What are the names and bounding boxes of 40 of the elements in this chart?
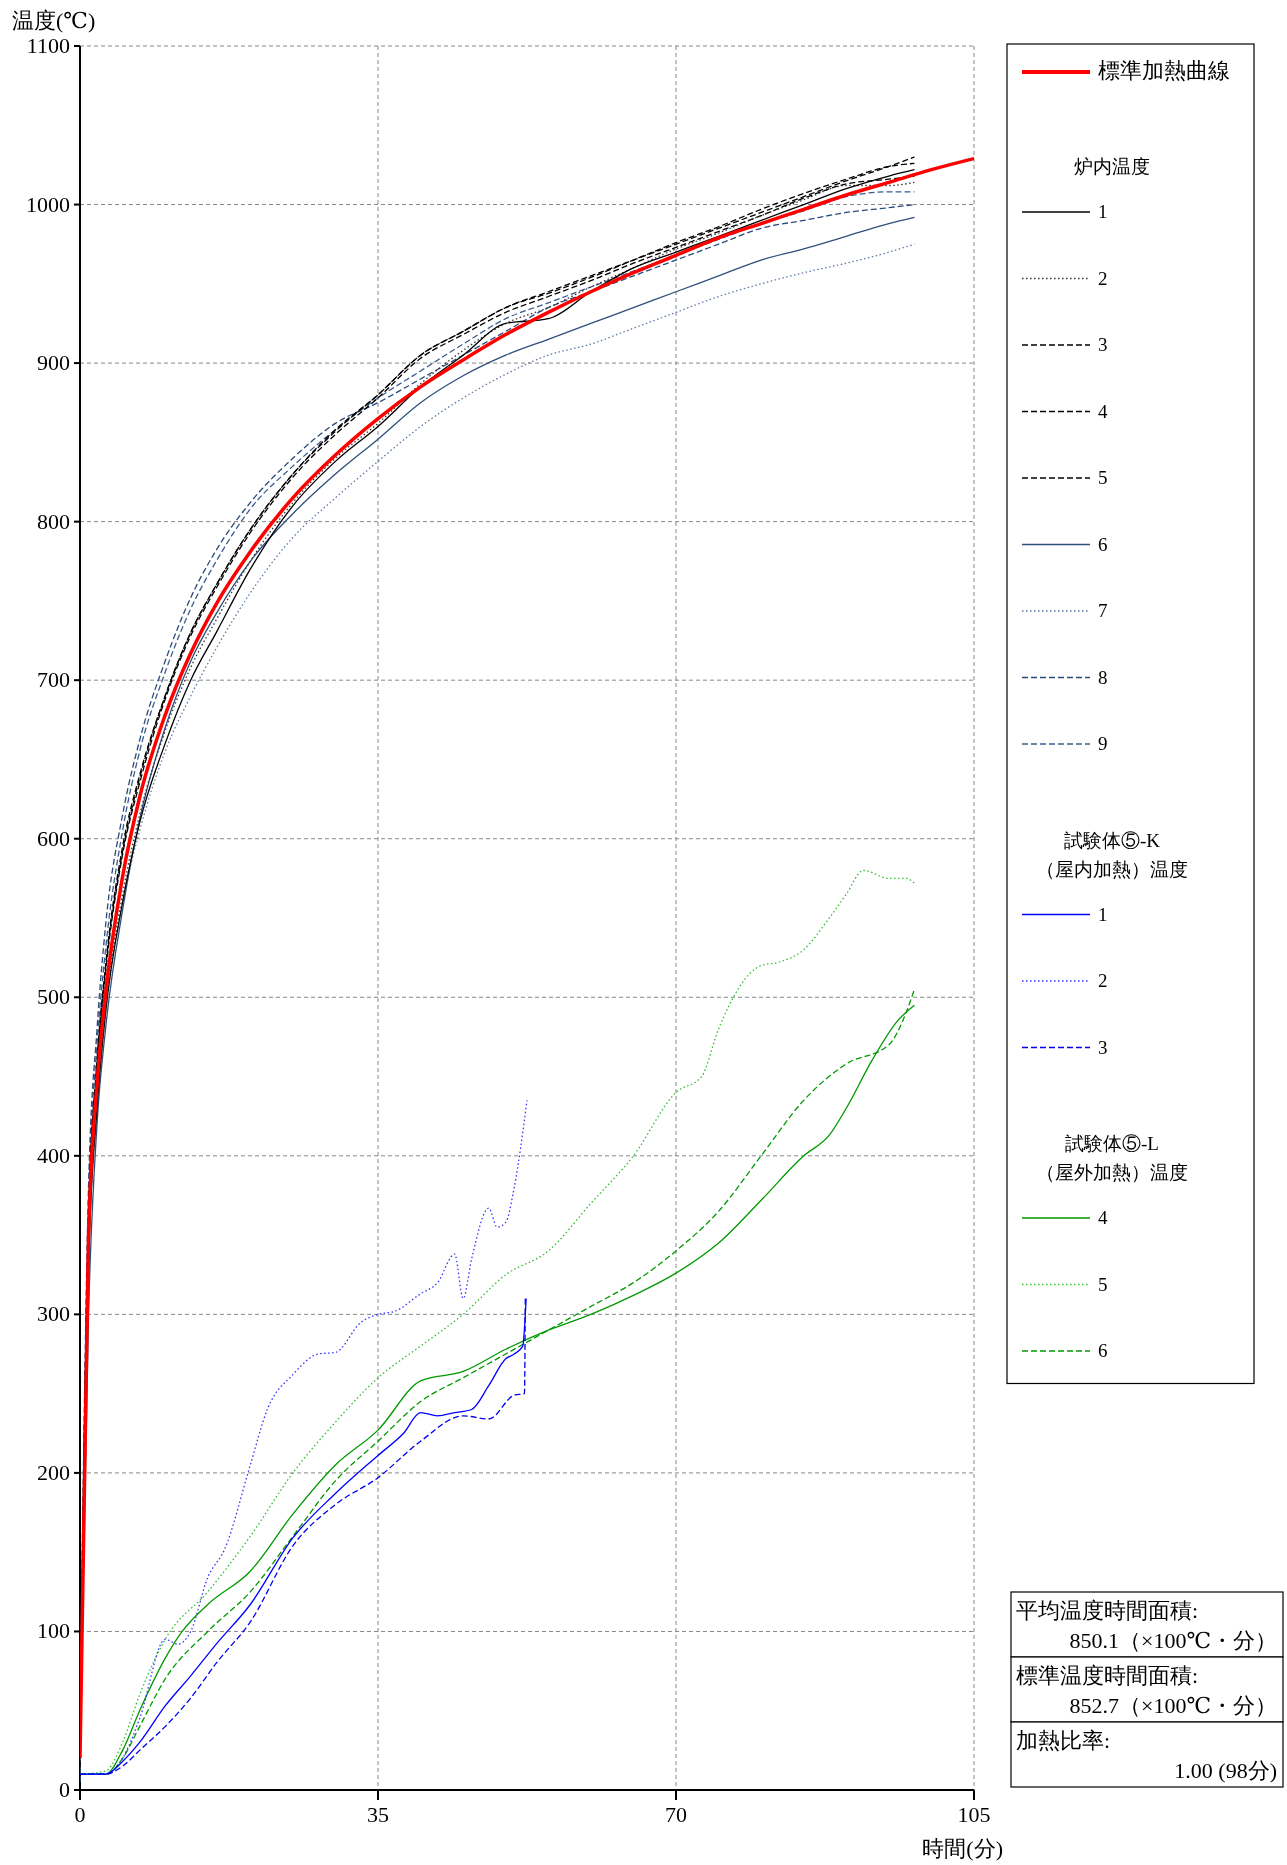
x-tick-label: 105 bbox=[957, 1802, 991, 1827]
text: 加熱比率: 1.00 (98分) bbox=[1016, 1728, 1277, 1783]
y-tick-label: 900 bbox=[37, 350, 70, 376]
y-tick-label: 100 bbox=[37, 1618, 70, 1644]
legend-label: 3 bbox=[1098, 1036, 1108, 1058]
y-tick-label: 1000 bbox=[26, 191, 70, 217]
legend-label: 6 bbox=[1098, 533, 1108, 555]
text: 試験体⑤-L （屋外加熱）温度 bbox=[1036, 1133, 1188, 1183]
y-tick-label: 1100 bbox=[26, 33, 70, 58]
y-tick-label: 800 bbox=[37, 508, 70, 534]
x-tick-label: 0 bbox=[74, 1802, 86, 1827]
legend-label: 標準加熱曲線 bbox=[1098, 58, 1230, 83]
legend-label: 9 bbox=[1098, 733, 1108, 754]
legend-label: 1 bbox=[1098, 903, 1108, 925]
legend-label: 4 bbox=[1098, 400, 1108, 422]
legend-label: 5 bbox=[1098, 1273, 1108, 1295]
y-tick-label: 200 bbox=[37, 1459, 70, 1485]
y-tick-label: 0 bbox=[59, 1777, 70, 1802]
y-axis-title: 温度(℃) bbox=[12, 8, 96, 33]
y-tick-label: 400 bbox=[37, 1142, 70, 1168]
legend-label: 4 bbox=[1098, 1207, 1108, 1228]
legend-label: 3 bbox=[1098, 334, 1108, 355]
y-tick-label: 500 bbox=[37, 984, 70, 1010]
text: 炉内温度 bbox=[1074, 156, 1150, 177]
y-tick-label: 700 bbox=[37, 667, 70, 693]
x-tick-label: 70 bbox=[665, 1802, 687, 1827]
text: 試験体⑤-K （屋内加熱）温度 bbox=[1036, 829, 1188, 880]
legend-label: 2 bbox=[1098, 267, 1108, 289]
text: 標準温度時間面積: 852.7（×100℃・分） bbox=[1016, 1663, 1277, 1718]
x-axis-title: 時間(分) bbox=[922, 1836, 1003, 1861]
legend-label: 2 bbox=[1098, 970, 1108, 991]
legend-label: 8 bbox=[1098, 666, 1108, 688]
legend-label: 6 bbox=[1098, 1340, 1108, 1361]
y-tick-label: 300 bbox=[37, 1301, 70, 1327]
legend-label: 7 bbox=[1098, 600, 1108, 621]
x-tick-label: 35 bbox=[367, 1802, 389, 1827]
y-tick-label: 600 bbox=[37, 825, 70, 851]
text: 平均温度時間面積: 850.1（×100℃・分） bbox=[1016, 1598, 1277, 1653]
legend-label: 1 bbox=[1098, 201, 1108, 222]
legend-label: 5 bbox=[1098, 467, 1108, 488]
